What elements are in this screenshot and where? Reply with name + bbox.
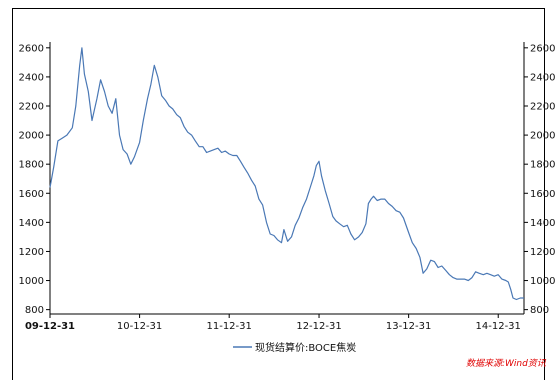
- y-tick-label-left: 2000: [19, 131, 44, 142]
- y-tick-label-right: 2600: [530, 43, 555, 54]
- x-tick-label: 09-12-31: [25, 321, 75, 332]
- y-tick-label-right: 1000: [530, 276, 555, 287]
- source-note: 数据来源:Wind资讯: [466, 359, 546, 369]
- y-tick-label-left: 1800: [19, 160, 44, 171]
- y-tick-label-left: 800: [25, 305, 44, 316]
- y-tick-label-left: 1600: [19, 189, 44, 200]
- y-tick-label-right: 800: [530, 305, 549, 316]
- y-tick-label-left: 2200: [19, 102, 44, 113]
- y-tick-label-right: 1400: [530, 218, 555, 229]
- y-tick-label-left: 2400: [19, 72, 44, 83]
- line-chart: 800 800 1000 1000 1200 1200 1400 1400 1600 1600 18…: [19, 42, 555, 354]
- y-tick-label-right: 1600: [530, 189, 555, 200]
- y-tick-label-right: 1800: [530, 160, 555, 171]
- axes: 800 800 1000 1000 1200 1200 1400 1400 1600 1600 18…: [19, 42, 555, 332]
- y-tick-label-left: 1200: [19, 247, 44, 258]
- x-tick-label: 12-12-31: [296, 321, 341, 332]
- x-tick-label: 11-12-31: [206, 321, 251, 332]
- legend: 现货结算价:BOCE焦炭: [233, 341, 356, 354]
- y-tick-label-left: 2600: [19, 43, 44, 54]
- y-tick-label-left: 1400: [19, 218, 44, 229]
- x-tick-label: 14-12-31: [476, 321, 521, 332]
- y-tick-label-right: 2000: [530, 131, 555, 142]
- series-layer: [49, 47, 524, 301]
- y-tick-label-right: 2200: [530, 102, 555, 113]
- x-tick-label: 13-12-31: [386, 321, 431, 332]
- y-tick-label-right: 1200: [530, 247, 555, 258]
- series-line: [49, 47, 524, 301]
- y-tick-label-right: 2400: [530, 72, 555, 83]
- y-tick-label-left: 1000: [19, 276, 44, 287]
- legend-label: 现货结算价:BOCE焦炭: [255, 341, 356, 354]
- x-tick-label: 10-12-31: [117, 321, 162, 332]
- chart-frame: [12, 8, 545, 380]
